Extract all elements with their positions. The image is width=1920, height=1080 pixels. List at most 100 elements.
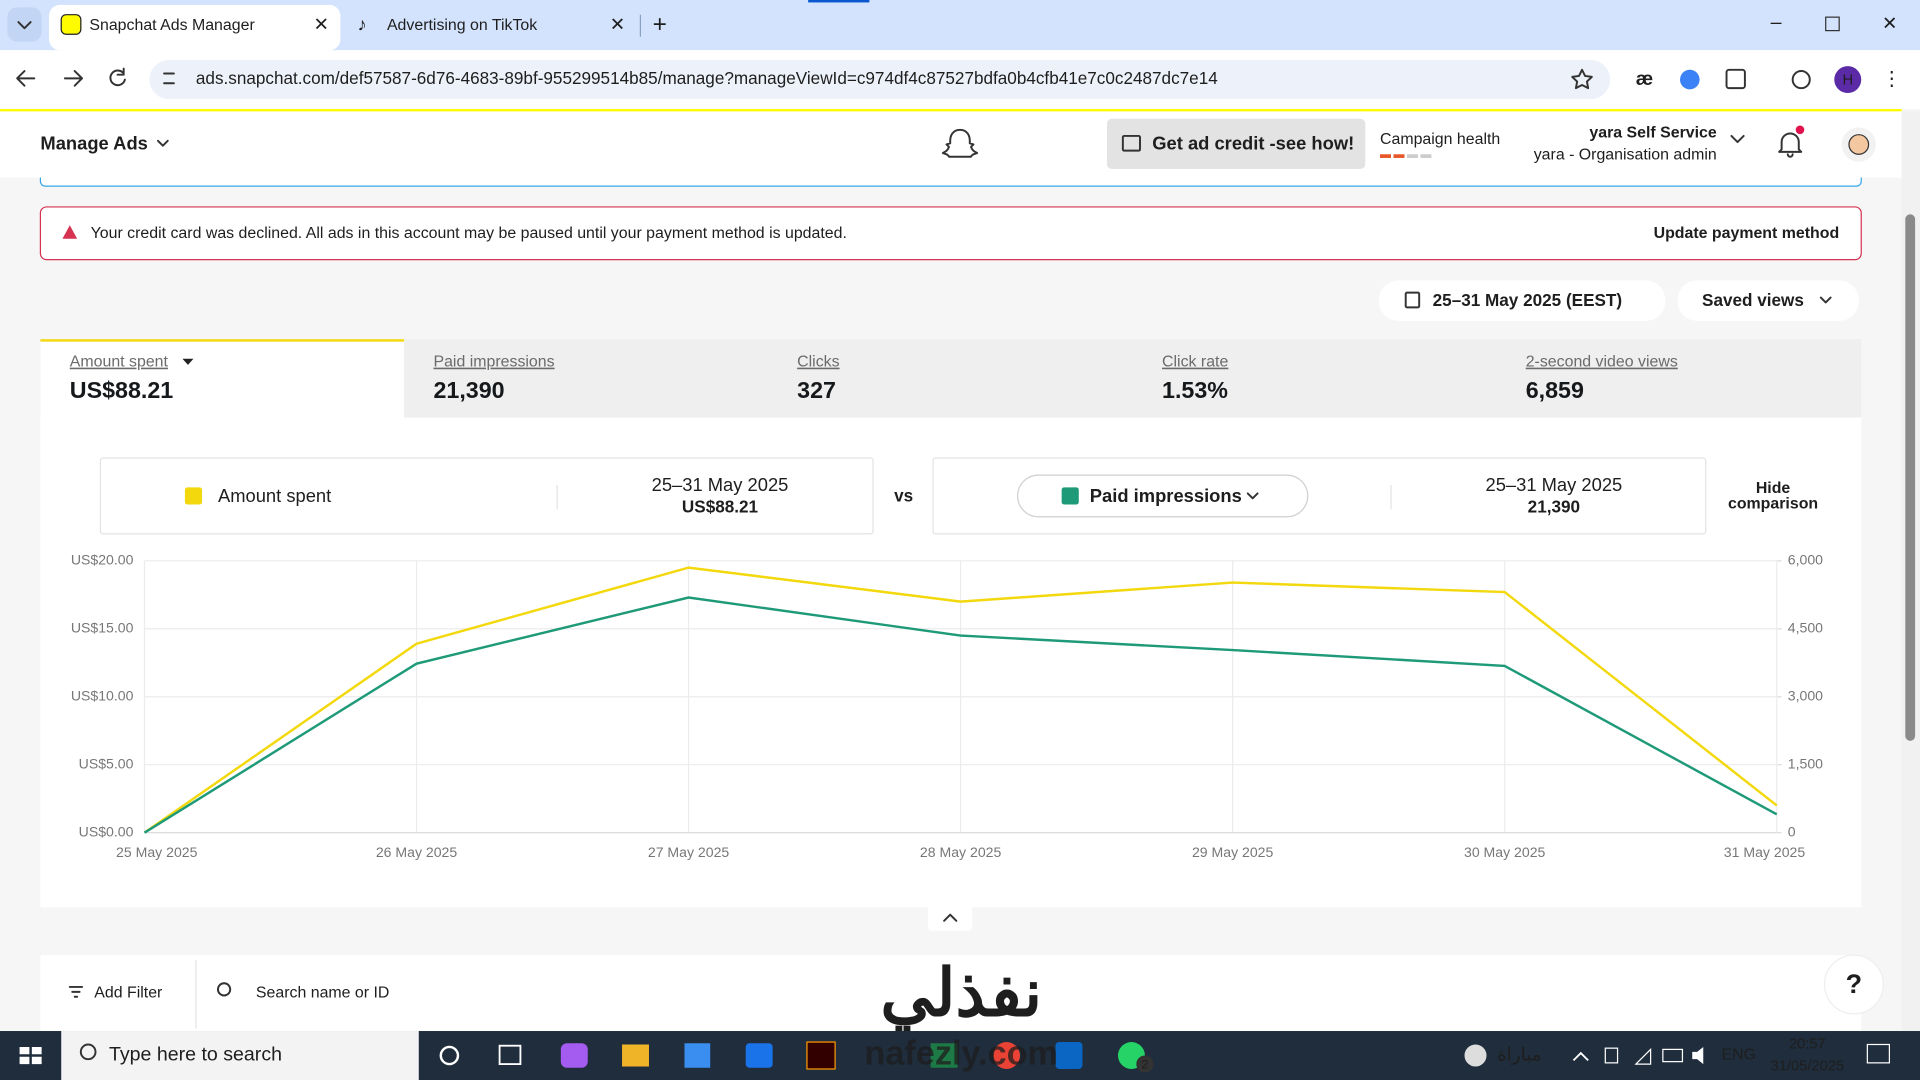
file-explorer[interactable] <box>622 1044 649 1067</box>
hide-comparison[interactable]: Hide <box>1756 480 1791 497</box>
x-tick-label: 31 May 2025 <box>1724 844 1806 860</box>
date-range: 25–31 May 2025 (EEST) <box>1433 290 1622 310</box>
x-tick-label: 28 May 2025 <box>920 844 1002 860</box>
performance-icon[interactable] <box>1791 70 1811 90</box>
extension-icon[interactable] <box>1680 69 1700 90</box>
gift-icon <box>1121 134 1141 152</box>
health-bar <box>1380 154 1392 158</box>
metric-tab-active[interactable] <box>40 339 405 418</box>
reload-button[interactable] <box>109 67 126 87</box>
period-value: 21,390 <box>1528 497 1580 517</box>
y2-tick-label: 0 <box>1788 823 1796 839</box>
alert-action[interactable]: Update payment method <box>1654 225 1840 242</box>
period: 25–31 May 2025 <box>652 474 789 495</box>
metric-selector[interactable] <box>1016 474 1309 518</box>
chevron-icon <box>156 139 169 147</box>
tab-close[interactable]: ✕ <box>610 14 625 35</box>
add-filter[interactable]: Add Filter <box>94 984 163 1001</box>
x-tick-label: 29 May 2025 <box>1192 844 1274 860</box>
forward-button[interactable] <box>63 70 84 87</box>
outlook[interactable] <box>745 1043 773 1068</box>
tray-expand[interactable] <box>1572 1051 1589 1062</box>
app-header <box>0 111 1902 178</box>
excel[interactable] <box>930 1043 958 1068</box>
bookmark-star[interactable] <box>1571 68 1593 90</box>
tab-title[interactable]: Advertising on TikTok <box>387 17 537 34</box>
cortana[interactable] <box>439 1045 460 1066</box>
chevron-icon <box>943 913 958 922</box>
snapchat-logo[interactable] <box>941 128 979 158</box>
battery-icon[interactable] <box>1662 1048 1684 1063</box>
chevron-icon <box>1819 296 1832 304</box>
notification-dot <box>1795 125 1805 135</box>
tray-icon[interactable] <box>1604 1047 1619 1064</box>
x-tick-label: 25 May 2025 <box>116 844 198 860</box>
chevron-icon <box>17 21 32 30</box>
warning-icon <box>62 225 78 239</box>
new-tab[interactable]: + <box>653 11 667 38</box>
y2-tick-label: 3,000 <box>1788 687 1823 703</box>
search-icon <box>79 1043 97 1061</box>
minimize[interactable]: – <box>1771 11 1782 33</box>
series-line <box>143 566 1778 834</box>
extensions-button[interactable] <box>1725 68 1746 90</box>
metric-label: Clicks <box>797 354 839 371</box>
illustrator[interactable] <box>806 1041 836 1070</box>
active-tab[interactable] <box>48 4 341 51</box>
linkedin[interactable] <box>1055 1042 1083 1069</box>
copilot[interactable] <box>560 1043 588 1068</box>
tab-close[interactable]: ✕ <box>313 14 328 35</box>
clock-date[interactable]: 31/05/2025 <box>1771 1058 1845 1074</box>
active-indicator <box>40 339 405 342</box>
language[interactable]: ENG <box>1722 1047 1756 1064</box>
chrome[interactable] <box>993 1042 1020 1069</box>
x-tick-label: 27 May 2025 <box>648 844 730 860</box>
site-info-icon[interactable] <box>163 72 175 85</box>
hide-comparison[interactable]: comparison <box>1728 496 1818 513</box>
app-title[interactable]: Manage Ads <box>40 132 147 153</box>
notifications[interactable] <box>1778 132 1803 158</box>
collapse-button[interactable] <box>928 903 973 931</box>
tiktok-favicon: ♪ <box>358 14 367 35</box>
volume-icon[interactable] <box>1692 1046 1704 1065</box>
taskbar-search-text: Type here to search <box>109 1044 282 1066</box>
account-name[interactable]: yara Self Service <box>1589 125 1716 142</box>
help-button[interactable] <box>1823 954 1884 1015</box>
store[interactable] <box>684 1043 711 1068</box>
dropdown-icon <box>182 358 194 365</box>
y-tick-label: US$0.00 <box>79 823 134 839</box>
period-value: US$88.21 <box>682 497 759 517</box>
menu-button[interactable]: ⋮ <box>1882 68 1902 90</box>
profile-avatar[interactable] <box>1834 66 1862 94</box>
notification-center[interactable] <box>1866 1043 1891 1064</box>
filter-bar <box>40 955 1862 1032</box>
campaign-health[interactable]: Campaign health <box>1380 131 1500 148</box>
task-view[interactable] <box>498 1044 522 1065</box>
search-input[interactable]: Search name or ID <box>256 984 390 1001</box>
vs: vs <box>894 486 913 506</box>
promo-button[interactable] <box>1106 118 1366 169</box>
weather-text: مباراة <box>1497 1043 1542 1065</box>
start-button[interactable] <box>19 1046 42 1065</box>
clock-time[interactable]: 20:57 <box>1789 1036 1826 1052</box>
x-tick-label: 26 May 2025 <box>376 844 458 860</box>
tab-search-button[interactable] <box>7 7 42 42</box>
back-button[interactable] <box>16 70 36 87</box>
y-tick-label: US$15.00 <box>71 619 134 635</box>
y-tick-label: US$10.00 <box>71 687 134 703</box>
y-tick-label: US$20.00 <box>71 552 134 568</box>
date-picker[interactable] <box>1378 280 1666 321</box>
legend-label: Paid impressions <box>1090 485 1242 506</box>
maximize[interactable] <box>1825 16 1840 32</box>
network-icon[interactable] <box>1634 1047 1652 1065</box>
scroll-thumb[interactable] <box>1905 214 1916 741</box>
extension-icon[interactable]: æ <box>1636 68 1653 90</box>
taskbar-search[interactable] <box>61 1031 419 1080</box>
url: ads.snapchat.com/def57587-6d76-4683-89bf… <box>196 68 1218 88</box>
metrics: Amount spent US$88.21 Paid impressions 21,3… <box>70 354 1678 403</box>
close-window[interactable]: ✕ <box>1882 12 1897 33</box>
tab-title: Snapchat Ads Manager <box>89 17 255 34</box>
omnibox[interactable] <box>149 60 1611 100</box>
saved-views[interactable] <box>1677 280 1859 321</box>
comparison-a <box>99 457 874 535</box>
